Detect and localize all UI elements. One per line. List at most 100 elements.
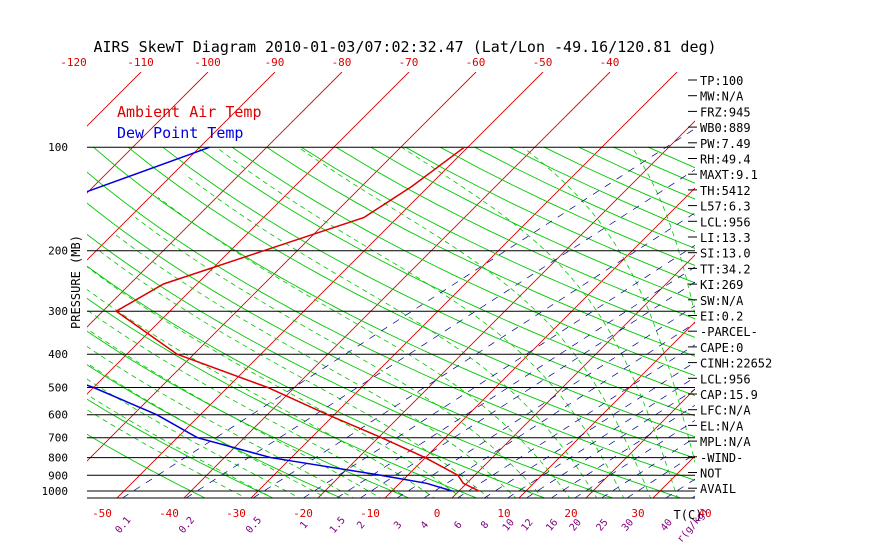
dry-adiabat-line xyxy=(509,146,695,233)
mixing-ratio-label: 1.5 xyxy=(328,515,348,536)
stats-entry: EL:N/A xyxy=(700,419,744,433)
bottom-temp-tick-label: 10 xyxy=(497,507,510,520)
isotherm-line xyxy=(0,72,7,498)
moist-adiabat-line xyxy=(87,378,301,498)
moist-adiabat-line xyxy=(216,146,625,498)
dry-adiabat-line xyxy=(87,233,614,498)
dry-adiabat-line xyxy=(197,146,695,397)
stats-entry: FRZ:945 xyxy=(700,105,751,119)
bottom-temp-tick-label: -40 xyxy=(159,507,179,520)
mixing-ratio-line xyxy=(526,388,695,498)
isotherm-line xyxy=(585,388,695,498)
stats-entry: LI:13.3 xyxy=(700,231,751,245)
mixing-ratio-label: 0.1 xyxy=(114,515,134,536)
bottom-temp-tick-labels: -50 -40 -30 -20 -10 0 10 20 30 40 xyxy=(92,507,712,520)
legend-entry: Dew Point Temp xyxy=(117,124,243,142)
stats-entry: EI:0.2 xyxy=(700,310,743,324)
pressure-gridlines xyxy=(87,146,695,499)
temp-unit-label: T(C) xyxy=(674,508,703,522)
stats-entry: RH:49.4 xyxy=(700,153,751,167)
stats-entry: CINH:22652 xyxy=(700,357,772,371)
mixing-ratio-line xyxy=(551,404,695,498)
stats-entry: SW:N/A xyxy=(700,294,744,308)
y-axis-label: PRESSURE (MB) xyxy=(69,235,83,329)
stats-entry: LFC:N/A xyxy=(700,404,751,418)
stats-entry: CAP:15.9 xyxy=(700,388,758,402)
moist-adiabat-line xyxy=(87,394,274,498)
mixing-ratio-label: 0.5 xyxy=(244,515,264,536)
isotherm-line xyxy=(384,187,695,498)
moist-adiabat-lines xyxy=(87,146,695,498)
isotherm-line xyxy=(652,455,695,498)
stats-entry: AVAIL xyxy=(700,482,736,496)
top-temp-tick-label: -70 xyxy=(399,56,419,69)
dry-adiabat-line xyxy=(266,146,695,357)
stats-entry: KI:269 xyxy=(700,278,743,292)
dry-adiabat-line xyxy=(301,146,695,338)
mixing-ratio-label: 3 xyxy=(392,520,404,532)
bottom-temp-tick-label: 40 xyxy=(698,507,711,520)
moist-adiabat-line xyxy=(157,197,571,498)
stats-entry: TP:100 xyxy=(700,74,743,88)
profile-series xyxy=(87,146,480,492)
mixing-ratio-label: 2 xyxy=(355,520,367,532)
mixing-ratio-label: 12 xyxy=(519,517,535,533)
isotherm-line xyxy=(451,254,695,498)
mixing-ratio-line xyxy=(457,344,695,498)
dry-adiabat-line xyxy=(87,171,695,481)
stats-entry: MW:N/A xyxy=(700,90,744,104)
pressure-tick-label: 400 xyxy=(48,348,68,361)
mixing-ratio-line xyxy=(185,169,695,498)
top-temp-tick-label: -50 xyxy=(533,56,553,69)
moist-adiabat-line xyxy=(87,328,382,498)
pressure-tick-label: 300 xyxy=(48,305,68,318)
stats-entry: MPL:N/A xyxy=(700,435,751,449)
moist-adiabat-line xyxy=(522,146,695,464)
mixing-ratio-label: 1 xyxy=(298,520,310,532)
mixing-ratio-label: 8 xyxy=(479,520,491,532)
isotherm-line xyxy=(854,72,870,498)
pressure-tick-label: 600 xyxy=(48,409,68,422)
isotherm-line xyxy=(87,72,209,194)
stats-entry: -PARCEL- xyxy=(700,325,758,339)
stats-entry: WB0:889 xyxy=(700,121,751,135)
mixing-ratio-line xyxy=(423,322,695,498)
chart-title: AIRS SkewT Diagram 2010-01-03/07:02:32.4… xyxy=(93,38,716,56)
dry-adiabat-line xyxy=(127,146,695,438)
stats-entry: LCL:956 xyxy=(700,372,751,386)
isotherm-line xyxy=(250,72,678,498)
bottom-temp-tick-label: 20 xyxy=(564,507,577,520)
moist-adiabat-line xyxy=(87,266,463,498)
isotherm-line xyxy=(87,72,343,328)
top-temp-tick-label: -80 xyxy=(332,56,352,69)
dry-adiabat-line xyxy=(474,146,695,249)
dry-adiabat-line xyxy=(370,146,695,302)
mixing-ratio-labels: 0.1 0.2 0.5 1 1.5 2 3 4 6 8 10 12 16 20 25 30 40 r(g/kg) xyxy=(114,506,711,545)
isotherm-line xyxy=(317,120,695,498)
stats-entry: CAPE:0 xyxy=(700,341,743,355)
top-temp-tick-label: -90 xyxy=(265,56,285,69)
bottom-temp-tick-label: -50 xyxy=(92,507,112,520)
dry-adiabat-line xyxy=(162,146,695,417)
mixing-ratio-line xyxy=(360,281,695,498)
mixing-ratio-label: 16 xyxy=(544,517,560,533)
stats-entry: SI:13.0 xyxy=(700,247,751,261)
bottom-temp-tick-label: 0 xyxy=(434,507,441,520)
isotherm-line xyxy=(87,72,477,462)
pressure-tick-label: 800 xyxy=(48,452,68,465)
pressure-tick-label: 900 xyxy=(48,469,68,482)
mixing-ratio-line xyxy=(252,212,695,498)
dry-adiabat-line xyxy=(648,146,695,169)
bottom-temp-tick-label: -30 xyxy=(226,507,246,520)
moist-adiabat-line xyxy=(87,409,247,498)
moist-adiabat-line xyxy=(87,309,409,498)
mixing-ratio-line xyxy=(574,419,695,498)
stats-entry: TT:34.2 xyxy=(700,262,751,276)
bottom-temp-tick-label: -20 xyxy=(293,507,313,520)
mixing-ratio-line xyxy=(336,266,695,498)
moist-adiabat-line xyxy=(184,174,598,498)
isotherm-line xyxy=(116,72,544,498)
pressure-tick-label: 100 xyxy=(48,141,68,154)
mixing-ratio-line xyxy=(122,128,695,498)
